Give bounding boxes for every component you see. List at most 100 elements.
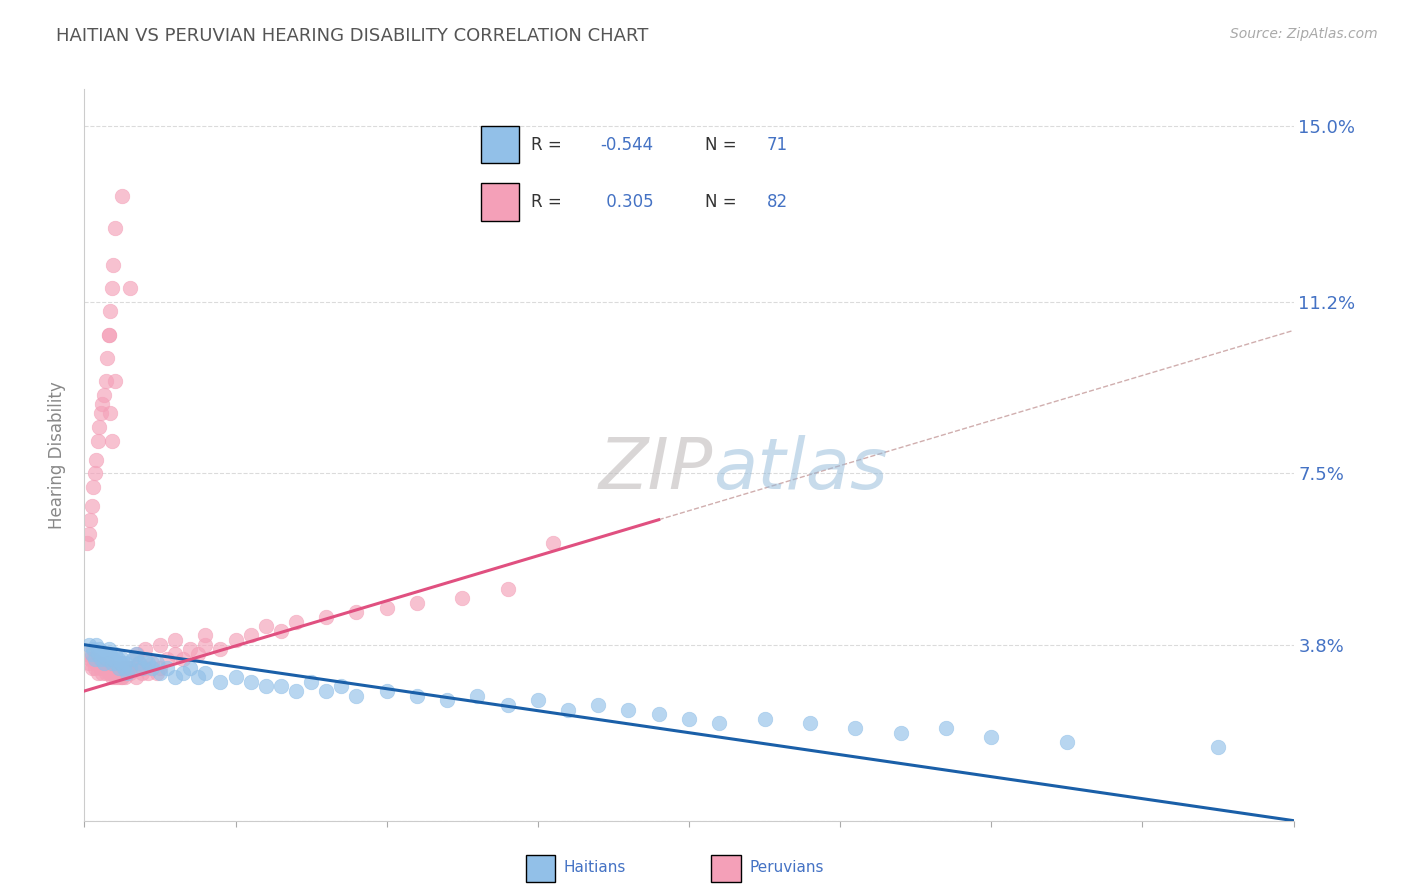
Point [76, 647, 98, 661]
Point [134, 642, 156, 657]
Point [111, 670, 134, 684]
Point [96, 657, 118, 671]
Point [93, 661, 115, 675]
Point [91, 397, 114, 411]
Point [141, 661, 163, 675]
Point [799, 716, 821, 731]
Point [299, 674, 322, 689]
Point [90, 406, 112, 420]
Point [935, 721, 957, 735]
Point [104, 374, 127, 388]
Point [165, 670, 187, 684]
Point [209, 674, 232, 689]
Point [82, 651, 104, 665]
Point [105, 661, 128, 675]
Point [179, 642, 201, 657]
Point [496, 698, 519, 712]
Point [406, 689, 429, 703]
Point [239, 628, 262, 642]
Point [128, 657, 150, 671]
Point [97, 642, 120, 657]
Point [84, 661, 107, 675]
Point [194, 628, 217, 642]
Point [93, 657, 115, 671]
Point [98, 304, 121, 318]
Point [108, 661, 131, 675]
Point [375, 600, 398, 615]
Point [128, 657, 150, 671]
Point [112, 661, 135, 675]
Point [101, 651, 124, 665]
Point [94, 647, 117, 661]
Point [346, 605, 368, 619]
Point [980, 731, 1002, 745]
Point [80, 661, 103, 675]
Point [87, 434, 110, 448]
Point [239, 674, 262, 689]
Point [844, 721, 866, 735]
Point [111, 188, 134, 202]
Point [89, 642, 111, 657]
Point [678, 712, 700, 726]
Point [315, 684, 337, 698]
Point [110, 657, 132, 671]
Point [131, 665, 153, 680]
Point [89, 657, 111, 671]
Point [89, 420, 111, 434]
Point [77, 526, 100, 541]
Point [112, 665, 135, 680]
Text: ZIP: ZIP [599, 435, 713, 504]
Point [84, 467, 107, 481]
Point [115, 665, 138, 680]
Point [557, 702, 579, 716]
Point [100, 281, 122, 295]
Point [134, 661, 156, 675]
Point [94, 374, 117, 388]
Point [285, 684, 308, 698]
Point [134, 651, 156, 665]
Point [76, 536, 98, 550]
Point [467, 689, 489, 703]
Text: HAITIAN VS PERUVIAN HEARING DISABILITY CORRELATION CHART: HAITIAN VS PERUVIAN HEARING DISABILITY C… [56, 27, 648, 45]
Point [101, 258, 124, 272]
Text: Peruvians: Peruvians [749, 860, 824, 875]
Point [406, 596, 429, 610]
Point [104, 647, 127, 661]
Point [225, 670, 247, 684]
Point [114, 657, 136, 671]
Point [107, 670, 129, 684]
Text: Source: ZipAtlas.com: Source: ZipAtlas.com [1230, 27, 1378, 41]
Point [131, 661, 153, 675]
Point [118, 661, 141, 675]
Point [754, 712, 776, 726]
Point [90, 651, 112, 665]
Point [165, 633, 187, 648]
Point [118, 661, 141, 675]
Point [93, 388, 115, 402]
Point [496, 582, 519, 597]
Point [890, 725, 912, 739]
Point [98, 406, 121, 420]
Point [527, 693, 550, 707]
Point [82, 642, 104, 657]
Point [141, 657, 163, 671]
Point [100, 434, 122, 448]
Point [149, 638, 172, 652]
Point [156, 651, 179, 665]
Point [125, 647, 148, 661]
Point [254, 679, 277, 693]
Point [187, 647, 209, 661]
Point [1056, 735, 1078, 749]
Point [111, 651, 134, 665]
Point [149, 661, 172, 675]
Point [187, 670, 209, 684]
Text: Haitians: Haitians [564, 860, 626, 875]
Point [541, 536, 564, 550]
Point [346, 689, 368, 703]
Point [107, 651, 129, 665]
Point [194, 665, 217, 680]
Point [172, 651, 194, 665]
Point [87, 647, 110, 661]
Point [165, 647, 187, 661]
Point [96, 351, 118, 365]
